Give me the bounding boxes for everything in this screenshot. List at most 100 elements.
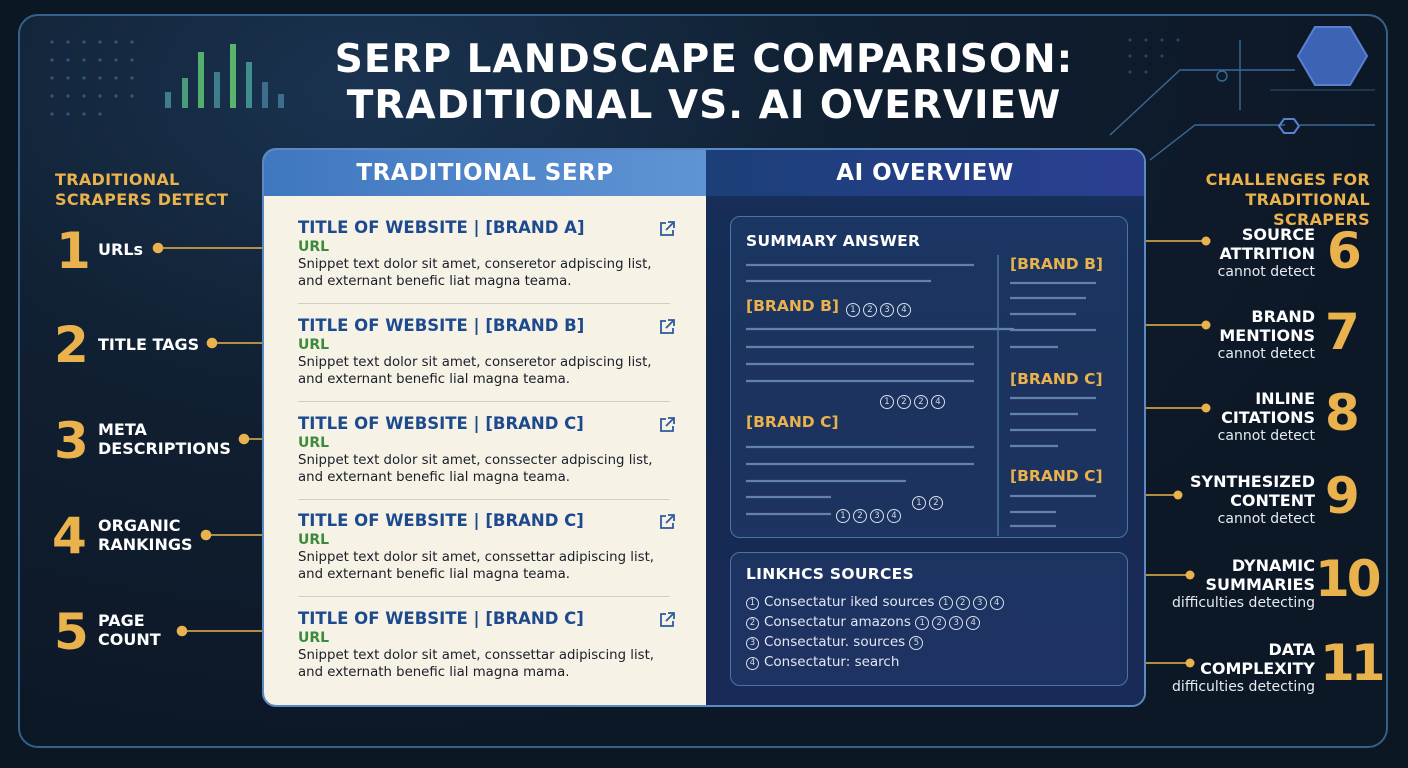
right-label-7-line-2: MENTIONS [1219,326,1315,345]
divider [298,499,670,500]
result-url-4[interactable]: URL [298,532,330,548]
serp-result-5[interactable]: TITLE OF WEBSITE | [BRAND C] URL Snippet… [298,609,675,681]
citation[interactable]: 4 [887,509,901,523]
left-label-2-line-1: TITLE TAGS [98,335,200,354]
right-number-7: 7 [1325,303,1360,361]
summary-text-lines [746,255,1096,536]
citation[interactable]: 4 [897,303,911,317]
right-sub-8: cannot detect [1217,428,1315,444]
citation[interactable]: 1 [915,616,930,630]
citation[interactable]: 4 [966,616,981,630]
source-item-4[interactable]: 4 Consectatur: search [746,654,899,671]
citation[interactable]: 4 [931,395,945,409]
result-url-2[interactable]: URL [298,337,330,353]
result-title-4[interactable]: TITLE OF WEBSITE | [BRAND C] [298,511,584,530]
result-snippet-3a: Snippet text dolor sit amet, conssecter … [298,453,653,468]
right-label-7: BRAND MENTIONS [1115,307,1315,345]
citation[interactable]: 2 [914,395,928,409]
citation[interactable]: 2 [863,303,877,317]
serp-result-2[interactable]: TITLE OF WEBSITE | [BRAND B] URL Snippet… [298,316,675,388]
circuit-graphic [1109,40,1375,161]
linked-sources-label: LINKHСS SOURCES [746,565,915,583]
left-label-4-line-2: RANKINGS [98,535,193,554]
right-heading: CHALLENGES FOR TRADITIONAL SCRAPERS [1150,170,1370,230]
right-label-11-line-2: COMPLEXITY [1200,659,1315,678]
left-label-1-line-1: URLs [98,240,144,259]
source-text[interactable]: Consectatur amazons [764,614,911,630]
result-title-2[interactable]: TITLE OF WEBSITE | [BRAND B] [298,316,585,335]
citation[interactable]: 2 [897,395,911,409]
serp-result-1[interactable]: TITLE OF WEBSITE | [BRAND A] URL Snippet… [298,218,675,290]
serp-result-3[interactable]: TITLE OF WEBSITE | [BRAND C] URL Snippet… [298,414,675,486]
summary-answer-label: SUMMARY ANSWER [746,232,921,250]
citation[interactable]: 3 [880,303,894,317]
citation[interactable]: 1 [880,395,894,409]
result-url-5[interactable]: URL [298,630,330,646]
right-label-10: DYNAMIC SUMMARIES [1115,556,1315,594]
brand-c-sidebar-2: [BRAND C] [1010,467,1103,485]
citation[interactable]: 3 [949,616,964,630]
citation[interactable]: 1 [836,509,850,523]
external-link-icon[interactable] [658,220,676,238]
right-number-10: 10 [1315,550,1382,608]
source-text[interactable]: Consectatur iked sources [764,594,935,610]
source-item-3[interactable]: 3 Consectatur. sources 5 [746,634,926,651]
left-label-3: META DESCRIPTIONS [98,420,231,458]
source-text[interactable]: Consectatur. sources [764,634,906,650]
right-label-11: DATA COMPLEXITY [1115,640,1315,678]
citation[interactable]: 1 [846,303,860,317]
serp-result-4[interactable]: TITLE OF WEBSITE | [BRAND C] URL Snippet… [298,511,675,583]
brand-c-sidebar-1: [BRAND C] [1010,370,1103,388]
right-label-9-line-2: CONTENT [1230,491,1315,510]
result-title-1[interactable]: TITLE OF WEBSITE | [BRAND A] [298,218,585,237]
right-sub-7: cannot detect [1217,346,1315,362]
citation[interactable]: 1 [938,596,953,610]
right-label-8-line-1: INLINE [1255,389,1315,408]
title-line-2: TRADITIONAL VS. AI OVERVIEW [346,83,1062,128]
right-label-6: SOURCE ATTRITION [1115,225,1315,263]
citation[interactable]: 2 [932,616,947,630]
result-url-1[interactable]: URL [298,239,330,255]
result-title-3[interactable]: TITLE OF WEBSITE | [BRAND C] [298,414,584,433]
external-link-icon[interactable] [658,318,676,336]
external-link-icon[interactable] [658,611,676,629]
divider [298,401,670,402]
right-label-6-line-2: ATTRITION [1219,244,1315,263]
citation[interactable]: 2 [955,596,970,610]
result-url-3[interactable]: URL [298,435,330,451]
left-number-5: 5 [54,603,89,661]
citation[interactable]: 5 [909,636,924,650]
right-number-11: 11 [1320,634,1386,692]
brand-b-mention: [BRAND B] [746,297,839,315]
title-line-1: SERP LANDSCAPE COMPARISON: [334,37,1074,82]
external-link-icon[interactable] [658,513,676,531]
result-snippet-5b: and externath benefic lial magna mama. [298,665,570,680]
traditional-serp-header: TRADITIONAL SERP [264,150,706,196]
citation[interactable]: 2 [853,509,867,523]
result-snippet-2a: Snippet text dolor sit amet, conseretor … [298,355,652,370]
result-title-5[interactable]: TITLE OF WEBSITE | [BRAND C] [298,609,584,628]
left-label-4: ORGANIC RANKINGS [98,516,193,554]
source-number: 4 [746,657,759,670]
source-text[interactable]: Consectatur: search [764,654,900,670]
brand-c-mention: [BRAND C] [746,413,839,431]
right-number-8: 8 [1325,384,1360,442]
brand-b-sidebar: [BRAND B] [1010,255,1103,273]
citation[interactable]: 3 [870,509,884,523]
citation[interactable]: 4 [989,596,1004,610]
left-label-1: URLs [98,240,143,259]
citation[interactable]: 2 [929,496,943,510]
summary-answer-box [730,216,1128,538]
citation[interactable]: 3 [972,596,987,610]
comparison-panel: TRADITIONAL SERP TITLE OF WEBSITE | [BRA… [262,148,1146,707]
right-sub-11: difficulties detecting [1172,679,1315,695]
citation[interactable]: 1 [912,496,926,510]
external-link-icon[interactable] [658,416,676,434]
